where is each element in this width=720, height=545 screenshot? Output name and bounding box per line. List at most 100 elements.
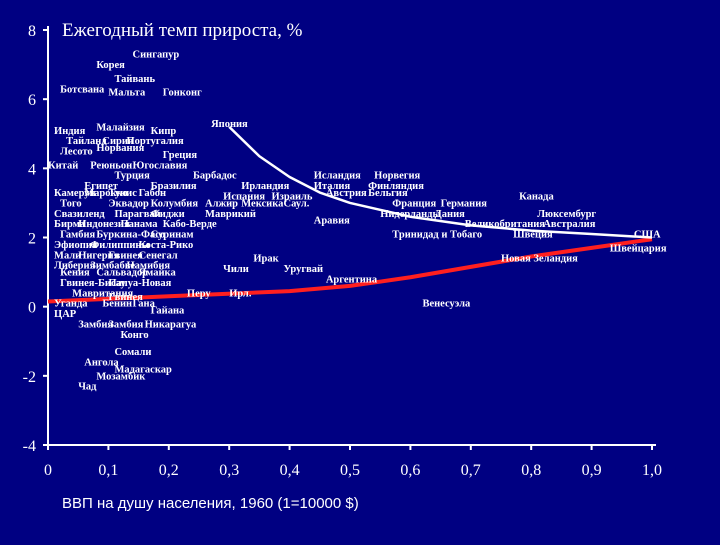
point-label: США: [634, 230, 661, 241]
point-label: Канада: [519, 191, 554, 202]
trend-curve: [228, 125, 653, 239]
point-label: Панама: [120, 219, 158, 230]
x-tick-label: 0,1: [98, 462, 118, 479]
chart-title: Ежегодный темп прироста, %: [62, 20, 303, 41]
point-label: Фиджи: [151, 209, 185, 220]
y-ticks-group: 8 6 4 2 0 -2 -4: [23, 23, 48, 455]
y-tick-label: -2: [23, 369, 36, 386]
point-label: Мальта: [108, 88, 146, 99]
point-label: Аргентина: [326, 274, 378, 285]
trend-curve-group: [228, 125, 653, 239]
point-label: Мали: [54, 250, 81, 261]
y-tick-label: -4: [23, 438, 36, 455]
point-label: Китай: [48, 160, 78, 171]
point-label: Финляндия: [368, 181, 424, 192]
point-label: Люксембург: [537, 209, 596, 220]
point-label: Австралия: [543, 219, 595, 230]
point-label: Египет: [84, 181, 119, 192]
point-label: Бразилия: [151, 181, 197, 192]
point-label: Парагвай: [114, 209, 160, 220]
point-label: Папуа-Новая: [108, 278, 171, 289]
point-label: Сальвадор: [96, 268, 148, 279]
point-label: Камерун: [54, 188, 96, 199]
point-label: Сирия: [102, 136, 134, 147]
fit-line: [47, 237, 653, 304]
point-label: Бирма: [54, 219, 86, 230]
y-tick-label: 0: [28, 300, 36, 317]
point-label: Чили: [223, 264, 249, 275]
point-label: Мозамбик: [96, 371, 146, 382]
point-label: Чад: [78, 382, 97, 393]
point-label: Реюньон: [90, 160, 132, 171]
x-tick-label: 0,3: [219, 462, 239, 479]
point-label: Эквадор: [108, 198, 149, 209]
point-label: Маврикий: [205, 209, 256, 220]
point-label: Либерия: [54, 261, 96, 272]
x-tick-label: 0,5: [340, 462, 360, 479]
point-label: Гонконг: [163, 88, 202, 99]
point-label: Буркина-Фасо: [96, 230, 165, 241]
x-tick-label: 0,8: [521, 462, 541, 479]
point-label: Франция: [392, 198, 436, 209]
point-label: Аравия: [314, 216, 350, 227]
point-label: Суринам: [151, 230, 194, 241]
point-label: Гвинея: [108, 250, 143, 261]
point-label: Норвегия: [374, 171, 420, 182]
point-label: Малайзия: [96, 122, 145, 133]
point-label: Турция: [114, 171, 150, 182]
point-label: Тайланд: [66, 136, 107, 147]
x-tick-label: 0,7: [461, 462, 481, 479]
point-label: Филиппины: [90, 240, 149, 251]
point-label: Ямайка: [139, 268, 177, 279]
point-label: Саул.: [284, 198, 310, 209]
point-label: Гвинея-Бисау: [60, 278, 126, 289]
point-label: Ирак: [253, 254, 279, 265]
point-label: Мексика: [241, 198, 284, 209]
point-label: Португалия: [127, 136, 184, 147]
point-label: Нигерия: [78, 250, 119, 261]
point-label: Уганда: [54, 299, 88, 310]
point-label: Тринидад и Тобаго: [392, 230, 482, 241]
x-axis-label: ВВП на душу населения, 1960 (1=10000 $): [62, 495, 359, 512]
point-label: Намибия: [127, 261, 171, 272]
point-label: Исландия: [314, 171, 361, 182]
point-label: Коста-Рико: [139, 240, 194, 251]
point-label: Мавритания: [72, 288, 133, 299]
y-tick-label: 2: [28, 231, 36, 248]
point-label: Сомали: [114, 347, 151, 358]
point-label: Индия: [54, 126, 86, 137]
point-label: Кипр: [151, 126, 177, 137]
point-label: Япония: [211, 119, 248, 130]
point-label: Гайана: [151, 306, 185, 317]
point-label: Новая Зеландия: [501, 254, 578, 265]
point-label: Ирландия: [241, 181, 289, 192]
point-label: Колумбия: [151, 198, 199, 209]
y-tick-label: 6: [28, 92, 36, 109]
x-tick-label: 0,4: [280, 462, 300, 479]
point-label: Венесуэла: [422, 299, 471, 310]
point-label: Тунис: [108, 188, 137, 199]
point-label: Италия: [314, 181, 351, 192]
point-label: Мадагаскар: [114, 364, 172, 375]
point-label: Барбадос: [193, 171, 237, 182]
point-label: Перу: [187, 288, 212, 299]
x-tick-label: 0,6: [400, 462, 420, 479]
point-label: Греция: [163, 150, 198, 161]
y-tick-label: 4: [28, 161, 36, 178]
point-label: Ирл.: [229, 288, 252, 299]
point-label: Германия: [441, 198, 488, 209]
point-label: Гвинея: [108, 292, 143, 303]
point-label: Норвания: [96, 143, 144, 154]
point-label: Дания: [435, 209, 466, 220]
point-label: Бенин: [102, 299, 132, 310]
point-label: Алжир: [205, 198, 238, 209]
y-tick-label: 8: [28, 23, 36, 40]
point-label: Корея: [96, 60, 125, 71]
point-label: Индонезия: [78, 219, 130, 230]
point-label: Швейцария: [610, 243, 667, 254]
point-label: Нидерланды: [380, 209, 440, 220]
point-label: Кения: [60, 268, 90, 279]
point-label: Сенегал: [139, 250, 178, 261]
